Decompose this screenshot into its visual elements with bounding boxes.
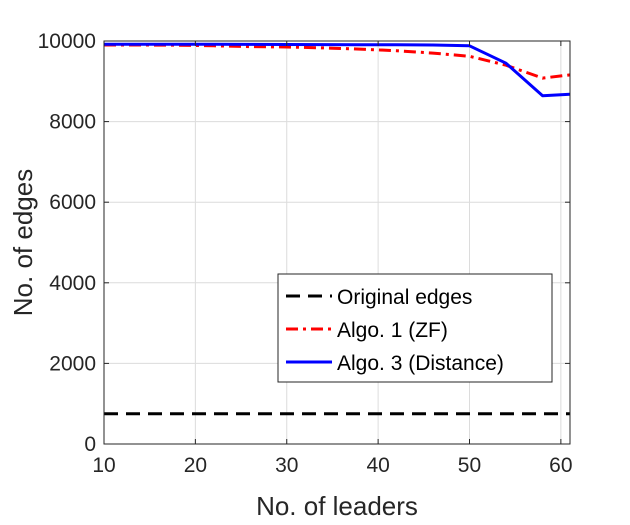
legend-entry-label: Original edges: [337, 286, 472, 309]
plot-area: [104, 41, 570, 444]
axis-ticks: 10 20 30 40 50 60 0 2000 4000 6000 8000 10000: [38, 30, 573, 477]
y-tick-label: 0: [84, 433, 96, 456]
x-tick-label: 30: [275, 454, 298, 477]
y-tick-label: 8000: [49, 111, 96, 134]
series-line-3: [104, 42, 571, 98]
y-tick-label: 2000: [49, 352, 96, 375]
y-tick-label: 10000: [38, 30, 96, 53]
legend-entry-label: Algo. 1 (ZF): [337, 319, 448, 342]
legend: Original edges Algo. 1 (ZF) Algo. 3 (Dista…: [277, 273, 553, 383]
plot-frame: [103, 40, 571, 445]
x-tick-label: 50: [458, 454, 481, 477]
legend-box: [277, 273, 553, 383]
x-tick-label: 10: [92, 454, 115, 477]
x-tick-label: 60: [549, 454, 572, 477]
series-lines: [104, 42, 571, 416]
x-tick-label: 40: [366, 454, 389, 477]
x-tick-label: 20: [184, 454, 207, 477]
x-axis-label: No. of leaders: [256, 491, 418, 521]
legend-entry-label: Algo. 3 (Distance): [337, 352, 504, 375]
y-tick-label: 6000: [49, 191, 96, 214]
grid: [103, 40, 570, 445]
y-axis-label: No. of edges: [8, 169, 38, 316]
y-tick-label: 4000: [49, 272, 96, 295]
